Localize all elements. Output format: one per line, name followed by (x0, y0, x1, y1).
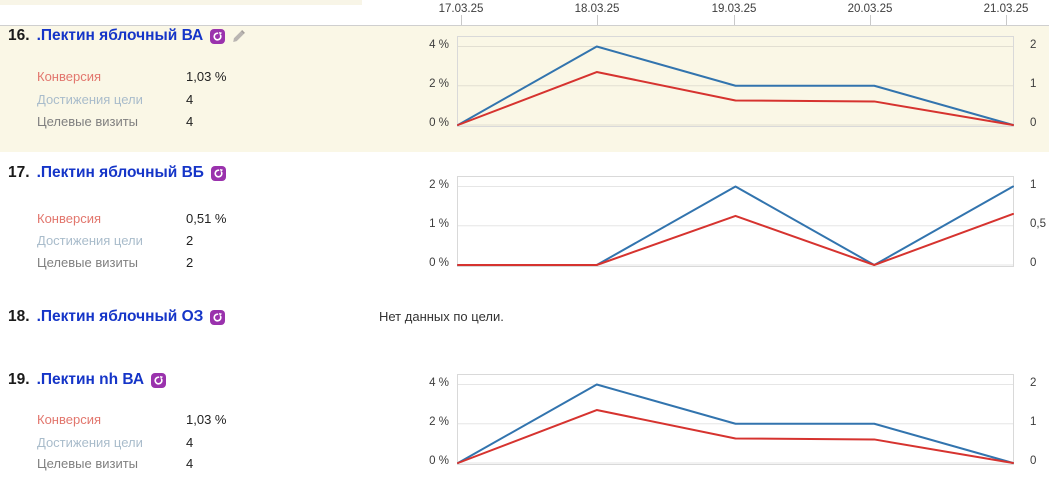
metric-label-goal-visits: Целевые визиты (37, 114, 139, 129)
metric-label-goal-reaches: Достижения цели (37, 92, 143, 107)
goal-title-link[interactable]: .Пектин nh ВА (36, 371, 145, 388)
date-tick (1006, 15, 1007, 25)
goal-row-number: 16. (8, 27, 30, 44)
right-axis-tick-label: 1 (1030, 415, 1037, 428)
edit-pencil-icon[interactable] (232, 29, 246, 43)
metric-value-conversion: 1,03 % (186, 69, 227, 84)
retargeting-goal-icon[interactable] (151, 372, 167, 388)
metric-label-goal-visits: Целевые визиты (37, 255, 139, 270)
goal-trend-chart[interactable]: 4 % 2 % 0 % 2 1 0 (429, 374, 1036, 467)
right-axis-tick-label: 1 (1030, 77, 1037, 90)
right-axis-tick-label: 2 (1030, 376, 1037, 389)
date-tick (597, 15, 598, 25)
retargeting-goal-icon[interactable] (210, 309, 226, 325)
metric-value-goal-reaches: 2 (186, 233, 194, 248)
date-axis-label: 19.03.25 (711, 3, 757, 15)
goal-row-16-title: 16. .Пектин яблочный ВА (8, 27, 246, 45)
metric-label-goal-visits: Целевые визиты (37, 456, 139, 471)
goal-trend-chart[interactable]: 4 % 2 % 0 % 2 1 0 (429, 36, 1036, 129)
previous-row-remnant (0, 0, 362, 5)
goal-row-19-title: 19. .Пектин nh ВА (8, 371, 167, 389)
goal-row-number: 19. (8, 371, 30, 388)
left-axis-tick-label: 0 % (429, 257, 449, 269)
no-data-note: Нет данных по цели. (379, 309, 504, 324)
goal-title-link[interactable]: .Пектин яблочный ВА (36, 27, 204, 44)
left-axis-tick-label: 2 % (429, 415, 449, 428)
goal-row-18-title: 18. .Пектин яблочный ОЗ (8, 308, 226, 326)
date-tick (870, 15, 871, 25)
metric-value-goal-reaches: 4 (186, 92, 194, 107)
right-axis-tick-label: 1 (1030, 178, 1037, 191)
right-axis-tick-label: 0 (1030, 257, 1037, 269)
axis-line (0, 25, 1049, 26)
left-axis-tick-label: 1 % (429, 217, 449, 230)
right-axis-tick-label: 0,5 (1030, 217, 1046, 230)
left-axis-tick-label: 0 % (429, 117, 449, 129)
date-axis-label: 17.03.25 (438, 3, 484, 15)
metric-value-conversion: 1,03 % (186, 412, 227, 427)
goal-trend-chart[interactable]: 2 % 1 % 0 % 1 0,5 0 (429, 176, 1046, 269)
retargeting-goal-icon[interactable] (210, 165, 226, 181)
retargeting-goal-icon[interactable] (210, 28, 226, 44)
date-axis-label: 21.03.25 (983, 3, 1029, 15)
goal-title-link[interactable]: .Пектин яблочный ВБ (36, 164, 204, 181)
left-axis-tick-label: 4 % (429, 376, 449, 389)
metric-label-conversion: Конверсия (37, 69, 102, 84)
date-tick (461, 15, 462, 25)
goal-row-number: 17. (8, 164, 30, 181)
metric-label-conversion: Конверсия (37, 211, 102, 226)
left-axis-tick-label: 0 % (429, 455, 449, 467)
goal-title-link[interactable]: .Пектин яблочный ОЗ (36, 308, 204, 325)
left-axis-tick-label: 2 % (429, 77, 449, 90)
date-axis-label: 18.03.25 (574, 3, 620, 15)
metric-value-goal-visits: 4 (186, 114, 194, 129)
metric-label-goal-reaches: Достижения цели (37, 435, 143, 450)
metric-label-goal-reaches: Достижения цели (37, 233, 143, 248)
metric-value-goal-visits: 2 (186, 255, 194, 270)
metric-value-goal-reaches: 4 (186, 435, 194, 450)
metric-label-conversion: Конверсия (37, 412, 102, 427)
goal-row-17-title: 17. .Пектин яблочный ВБ (8, 164, 226, 182)
goal-row-number: 18. (8, 308, 30, 325)
right-axis-tick-label: 0 (1030, 117, 1037, 129)
metric-value-conversion: 0,51 % (186, 211, 227, 226)
left-axis-tick-label: 4 % (429, 38, 449, 51)
metric-value-goal-visits: 4 (186, 456, 194, 471)
date-axis-label: 20.03.25 (847, 3, 893, 15)
right-axis-tick-label: 0 (1030, 455, 1037, 467)
left-axis-tick-label: 2 % (429, 178, 449, 191)
date-tick (734, 15, 735, 25)
right-axis-tick-label: 2 (1030, 38, 1037, 51)
